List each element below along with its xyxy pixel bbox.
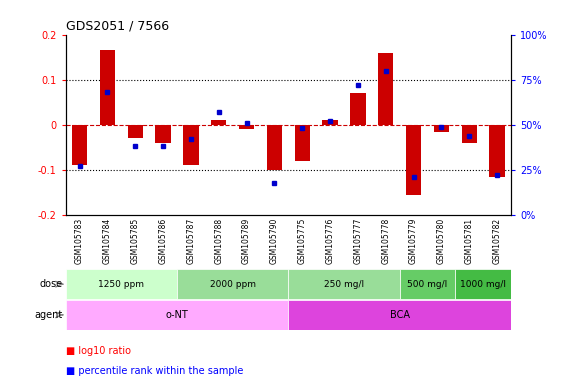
Text: 500 mg/l: 500 mg/l — [408, 280, 448, 289]
Bar — [267, 125, 282, 170]
Bar — [456, 270, 511, 299]
Text: o-NT: o-NT — [166, 310, 188, 320]
Bar — [155, 125, 171, 143]
Bar — [66, 300, 288, 329]
Text: 2000 ppm: 2000 ppm — [210, 280, 256, 289]
Bar — [350, 93, 365, 125]
Text: GDS2051 / 7566: GDS2051 / 7566 — [66, 20, 169, 33]
Text: agent: agent — [35, 310, 63, 320]
Text: dose: dose — [40, 279, 63, 289]
Text: ■ log10 ratio: ■ log10 ratio — [66, 346, 131, 356]
Bar — [434, 125, 449, 132]
Text: 1000 mg/l: 1000 mg/l — [460, 280, 506, 289]
Bar — [323, 120, 338, 125]
Bar — [406, 125, 421, 195]
Bar — [400, 270, 456, 299]
Text: BCA: BCA — [389, 310, 410, 320]
Bar — [211, 120, 227, 125]
Bar — [177, 270, 288, 299]
Text: ■ percentile rank within the sample: ■ percentile rank within the sample — [66, 366, 243, 376]
Bar — [239, 125, 254, 129]
Text: 250 mg/l: 250 mg/l — [324, 280, 364, 289]
Bar — [288, 270, 400, 299]
Bar — [288, 300, 511, 329]
Bar — [295, 125, 310, 161]
Bar — [489, 125, 505, 177]
Bar — [378, 53, 393, 125]
Bar — [127, 125, 143, 138]
Bar — [100, 50, 115, 125]
Bar — [66, 270, 177, 299]
Text: 1250 ppm: 1250 ppm — [98, 280, 144, 289]
Bar — [461, 125, 477, 143]
Bar — [183, 125, 199, 166]
Bar — [72, 125, 87, 166]
